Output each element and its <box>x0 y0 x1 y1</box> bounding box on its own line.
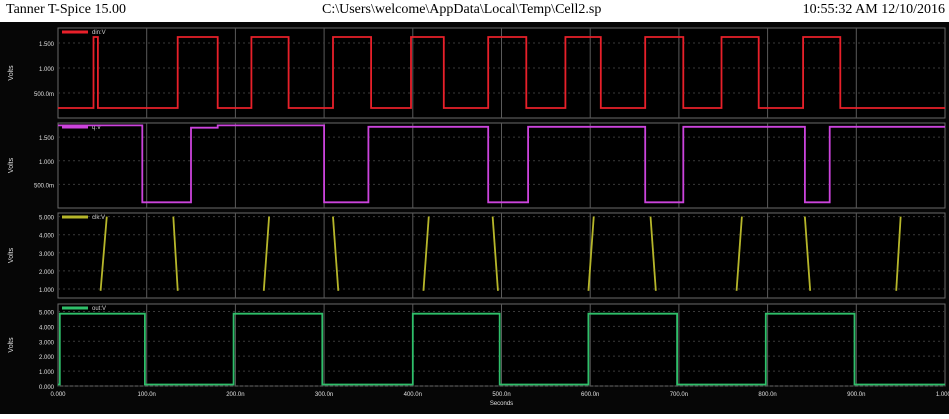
x-tick-label: 900.0n <box>847 392 865 398</box>
waveform-segment <box>172 216 179 291</box>
waveform-viewer[interactable]: 1.500 1.000 500.0m Volts din:V 1.500 1.000 500.… <box>0 22 949 414</box>
y-tick-label: 1.000 <box>39 370 55 376</box>
x-tick-label: 0.000 <box>50 392 66 398</box>
x-tick-label: 100.0n <box>138 392 156 398</box>
waveform-chart[interactable]: 1.500 1.000 500.0m Volts din:V 1.500 1.000 500.… <box>0 22 949 414</box>
waveform-segment <box>649 216 657 291</box>
y-tick-label: 1.000 <box>39 288 55 294</box>
x-tick-label: 600.0n <box>581 392 599 398</box>
waveform-segment <box>99 216 108 291</box>
y-tick-label: 5.000 <box>39 310 55 316</box>
waveform-segment <box>422 216 430 291</box>
panel-3: 5.000 4.000 3.000 2.000 1.000 Volts clk:V <box>8 212 946 299</box>
y-tick-label: 5.000 <box>39 216 55 222</box>
file-path: C:\Users\welcome\AppData\Local\Temp\Cell… <box>322 2 602 17</box>
y-tick-label: 4.000 <box>39 234 55 240</box>
timestamp: 10:55:32 AM 12/10/2016 <box>802 2 945 17</box>
panel-1: 1.500 1.000 500.0m Volts din:V <box>8 27 946 119</box>
y-tick-label: 3.000 <box>39 340 55 346</box>
legend-label: clk:V <box>92 215 105 221</box>
legend-label: out:V <box>92 306 106 312</box>
y-tick-label: 3.000 <box>39 252 55 258</box>
panel-4: 5.000 4.000 3.000 2.000 1.000 0.000 Volts out:V… <box>8 303 949 407</box>
y-tick-label: 1.500 <box>39 42 55 48</box>
y-tick-label: 500.0m <box>34 183 54 189</box>
x-tick-label: 800.0n <box>758 392 776 398</box>
y-tick-label: 1.500 <box>39 136 55 142</box>
x-tick-label: 700.0n <box>670 392 688 398</box>
x-tick-label: 500.0n <box>492 392 510 398</box>
waveform-segment <box>803 216 812 291</box>
x-axis-label: Seconds <box>490 401 513 407</box>
waveform-segment <box>262 216 271 291</box>
y-tick-label: 2.000 <box>39 270 55 276</box>
waveform-segment <box>735 216 743 291</box>
waveform-segment <box>332 216 340 291</box>
x-tick-label: 1.000u <box>936 392 949 398</box>
waveform-trace <box>58 36 945 109</box>
y-axis-label: Volts <box>8 337 15 353</box>
y-tick-label: 500.0m <box>34 92 54 98</box>
legend-label: din:V <box>92 30 106 36</box>
waveform-trace <box>58 124 945 204</box>
y-axis-label: Volts <box>8 157 15 173</box>
title-bar: Tanner T-Spice 15.00 C:\Users\welcome\Ap… <box>0 0 949 22</box>
waveform-segment <box>587 216 595 291</box>
y-tick-label: 4.000 <box>39 325 55 331</box>
y-axis-label: Volts <box>8 247 15 263</box>
waveform-trace <box>58 312 945 386</box>
y-tick-label: 0.000 <box>39 385 55 391</box>
y-tick-label: 1.000 <box>39 67 55 73</box>
legend-label: q:V <box>92 125 101 131</box>
y-tick-label: 1.000 <box>39 160 55 166</box>
waveform-segment <box>895 216 902 291</box>
waveform-segment <box>491 216 499 291</box>
y-axis-label: Volts <box>8 65 15 81</box>
app-title: Tanner T-Spice 15.00 <box>6 2 126 17</box>
x-tick-label: 200.0n <box>226 392 244 398</box>
x-tick-label: 400.0n <box>404 392 422 398</box>
panel-2: 1.500 1.000 500.0m Volts q:V <box>8 122 946 209</box>
y-tick-label: 2.000 <box>39 355 55 361</box>
x-tick-label: 300.0n <box>315 392 333 398</box>
